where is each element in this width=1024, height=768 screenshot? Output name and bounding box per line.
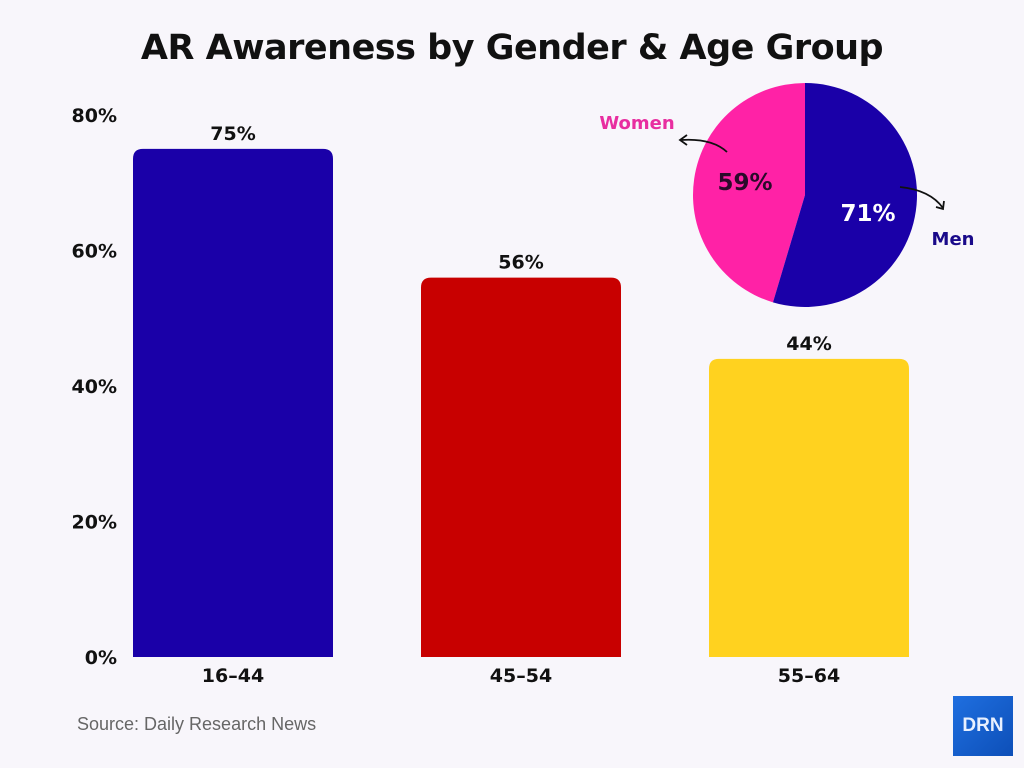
x-tick-label: 16–44 [202,665,264,687]
y-tick-label: 40% [72,376,117,398]
pie-value-men: 71% [840,201,895,227]
x-tick-label: 45–54 [490,665,552,687]
bar-55–64 [709,358,909,657]
chart-title: AR Awareness by Gender & Age Group [140,28,884,68]
y-tick-label: 20% [72,512,117,534]
y-tick-label: 0% [85,647,117,669]
bar-value-label: 75% [210,123,255,145]
x-tick-label: 55–64 [778,665,840,687]
pie-value-women: 59% [717,170,772,196]
drn-logo: DRN [953,696,1013,756]
pie-label-men: Men [932,229,975,250]
y-tick-label: 80% [72,105,117,127]
bar-value-label: 44% [786,333,831,355]
bar-16–44 [133,148,333,657]
arrow-icon-men [899,186,945,211]
pie-slice-men [772,83,917,307]
y-tick-label: 60% [72,241,117,263]
arrow-icon-women [678,134,728,153]
pie-slice-women [692,83,805,303]
bar-value-label: 56% [498,252,543,274]
source-note: Source: Daily Research News [77,714,317,734]
pie-label-women: Women [599,113,674,134]
bar-45–54 [421,277,621,657]
